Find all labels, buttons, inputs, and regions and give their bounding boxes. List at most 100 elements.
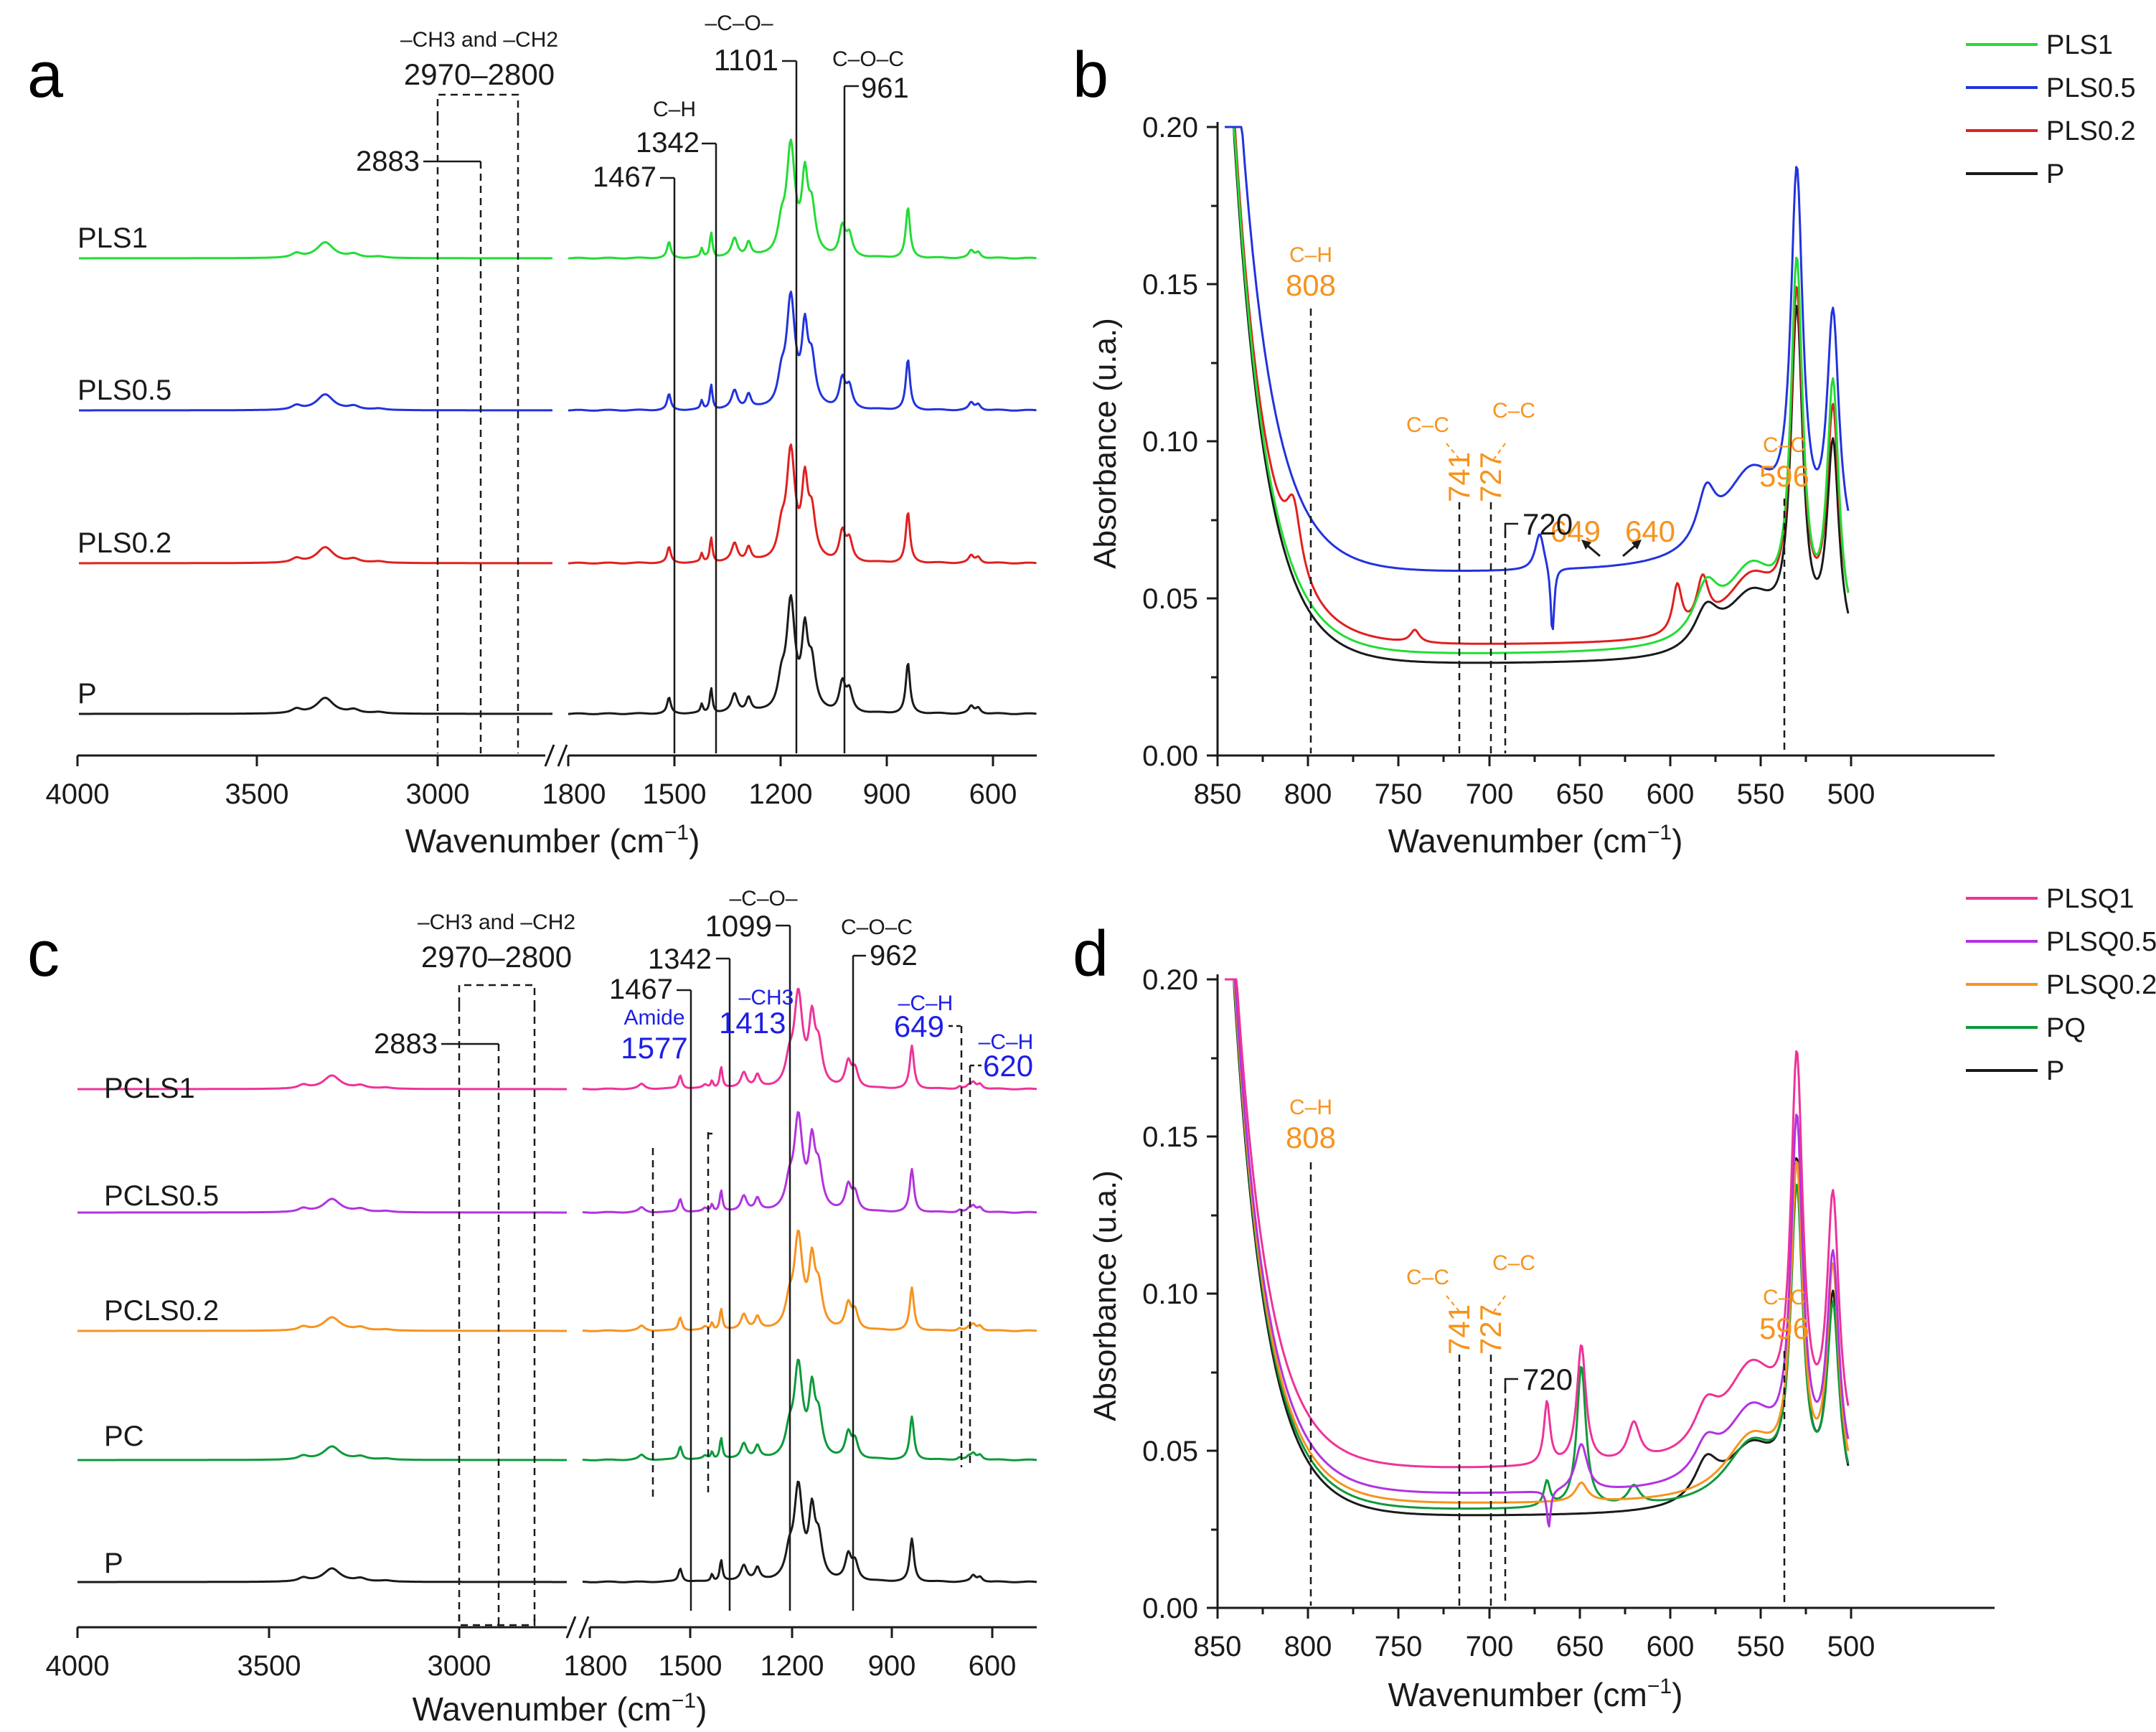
annotation-group: C–C xyxy=(1406,1266,1449,1289)
xtick-label: 1200 xyxy=(749,778,813,810)
legend-label: PLSQ0.2 xyxy=(2046,970,2156,1000)
panel-letter-b: b xyxy=(1073,39,1108,111)
series-line-a-3 xyxy=(79,697,552,715)
annotation: 720 xyxy=(1522,1362,1573,1396)
x-axis-title: Wavenumber (cm−1) xyxy=(413,1689,707,1728)
panel-a-curves xyxy=(79,138,1037,715)
annotation: 2883 xyxy=(356,146,420,177)
annotation: 1413 xyxy=(719,1006,786,1040)
annotation-720-b: 720 xyxy=(1504,507,1573,541)
series-label: PLS1 xyxy=(77,222,148,254)
series-line-c-3 xyxy=(77,1445,567,1462)
panel-a-tick-labels: 4000 3500 3000 1800 1500 1200 900 600 xyxy=(46,778,1017,810)
annotation-group: C–H xyxy=(1289,1096,1332,1119)
ytick-label: 0.00 xyxy=(1142,740,1198,772)
x-axis-title: Wavenumber (cm−1) xyxy=(1388,821,1683,860)
series-line-c-2 xyxy=(77,1316,567,1332)
xtick-label: 1200 xyxy=(761,1650,824,1682)
annotation: 727 xyxy=(1474,452,1507,502)
xtick-label: 1500 xyxy=(659,1650,722,1682)
series-line-c-1-fingerprint xyxy=(582,1111,1037,1214)
legend-label: PLS0.2 xyxy=(2046,116,2136,146)
annotation: 727 xyxy=(1474,1304,1507,1355)
panel-c-curves xyxy=(77,987,1037,1583)
annotation-group: C–C xyxy=(1492,399,1535,423)
legend-label: PQ xyxy=(2046,1013,2086,1043)
annotation: 962 xyxy=(870,940,918,971)
xtick-label: 900 xyxy=(863,778,911,810)
ytick-label: 0.20 xyxy=(1142,964,1198,996)
panel-b-frame xyxy=(1207,122,1995,766)
xtick-label: 600 xyxy=(969,1650,1017,1682)
series-line-a-0 xyxy=(79,241,552,260)
legend-label: P xyxy=(2046,1056,2064,1086)
xtick-label: 550 xyxy=(1737,778,1785,810)
series-line-d-PQ xyxy=(1225,978,1850,1510)
x-tick-labels-d: 850 800 750 700 650 600 550 500 xyxy=(1194,1631,1875,1662)
series-line-d-PLSQ0.5 xyxy=(1225,978,1850,1528)
xtick-label: 900 xyxy=(868,1650,916,1682)
annotation: 961 xyxy=(861,72,909,104)
y-tick-labels-d: 0.00 0.05 0.10 0.15 0.20 xyxy=(1142,964,1198,1624)
legend-label: PLSQ1 xyxy=(2046,884,2134,914)
xtick-label: 850 xyxy=(1194,1631,1242,1662)
annotation-group: –CH3 xyxy=(739,986,794,1009)
xtick-label: 1800 xyxy=(542,778,606,810)
annotation-connectors-b xyxy=(1446,443,1506,460)
xtick-label: 600 xyxy=(1647,778,1695,810)
series-line-c-4-fingerprint xyxy=(582,1480,1037,1583)
annotation-lines-b xyxy=(1309,309,1786,753)
y-tick-labels-b: 0.00 0.05 0.10 0.15 0.20 xyxy=(1142,112,1198,772)
annotation: 1577 xyxy=(621,1031,687,1065)
annotation-group: Amide xyxy=(623,1006,684,1030)
annotation: 2970–2800 xyxy=(404,57,555,91)
series-label: PC xyxy=(104,1421,144,1452)
panel-c-tick-labels: 4000 3500 3000 1800 1500 1200 900 600 xyxy=(46,1650,1017,1682)
series-line-c-1 xyxy=(77,1197,567,1214)
panel-letter-c: c xyxy=(27,918,60,990)
series-label: PCLS1 xyxy=(104,1073,195,1104)
xtick-label: 650 xyxy=(1556,778,1604,810)
panel-c-ticks xyxy=(76,1627,994,1638)
xtick-label: 4000 xyxy=(46,1650,110,1682)
annotation: 1467 xyxy=(609,974,673,1005)
annotation-group: C–C xyxy=(1763,1286,1806,1309)
arrows-b xyxy=(1581,540,1642,557)
xtick-label: 800 xyxy=(1284,778,1332,810)
series-line-b-PLS1 xyxy=(1225,126,1850,654)
xtick-label: 550 xyxy=(1737,1631,1785,1662)
annotation-group: –CH3 and –CH2 xyxy=(400,28,558,52)
series-labels-c: PCLS1 PCLS0.5 PCLS0.2 PC P xyxy=(104,1073,219,1579)
legend-label: PLS0.5 xyxy=(2046,73,2136,103)
xtick-label: 3500 xyxy=(225,778,289,810)
ytick-label: 0.15 xyxy=(1142,1121,1198,1153)
xtick-label: 1500 xyxy=(643,778,707,810)
panel-b-curves xyxy=(1225,126,1850,664)
series-labels-a: PLS1 PLS0.5 PLS0.2 P xyxy=(77,222,171,710)
annotation-connectors-d xyxy=(1446,1295,1506,1312)
series-line-c-3-fingerprint xyxy=(582,1358,1037,1462)
series-line-b-PLS0.2 xyxy=(1225,126,1850,645)
xtick-label: 3500 xyxy=(237,1650,301,1682)
xtick-label: 650 xyxy=(1556,1631,1604,1662)
xtick-label: 750 xyxy=(1375,1631,1423,1662)
axis-break-a xyxy=(544,744,568,767)
annotation-group: C–C xyxy=(1763,433,1806,457)
annotation: 2970–2800 xyxy=(421,940,572,974)
xtick-label: 750 xyxy=(1375,778,1423,810)
ytick-label: 0.00 xyxy=(1142,1593,1198,1624)
x-tick-labels-b: 850 800 750 700 650 600 550 500 xyxy=(1194,778,1875,810)
ytick-label: 0.20 xyxy=(1142,112,1198,143)
annotation: 720 xyxy=(1522,507,1573,541)
series-line-a-0-fingerprint xyxy=(568,138,1037,260)
annotation-group: C–O–C xyxy=(841,916,913,939)
ytick-label: 0.10 xyxy=(1142,426,1198,458)
annotation: 1342 xyxy=(648,943,712,975)
series-line-c-2-fingerprint xyxy=(582,1229,1037,1332)
panel-letter-a: a xyxy=(27,39,64,111)
annotation: 808 xyxy=(1286,268,1336,302)
series-label: PCLS0.2 xyxy=(104,1295,219,1327)
annotation: 649 xyxy=(1550,514,1601,548)
annotations-a: –CH3 and –CH2 2970–2800 2883 C–H 1342 14… xyxy=(356,11,909,193)
